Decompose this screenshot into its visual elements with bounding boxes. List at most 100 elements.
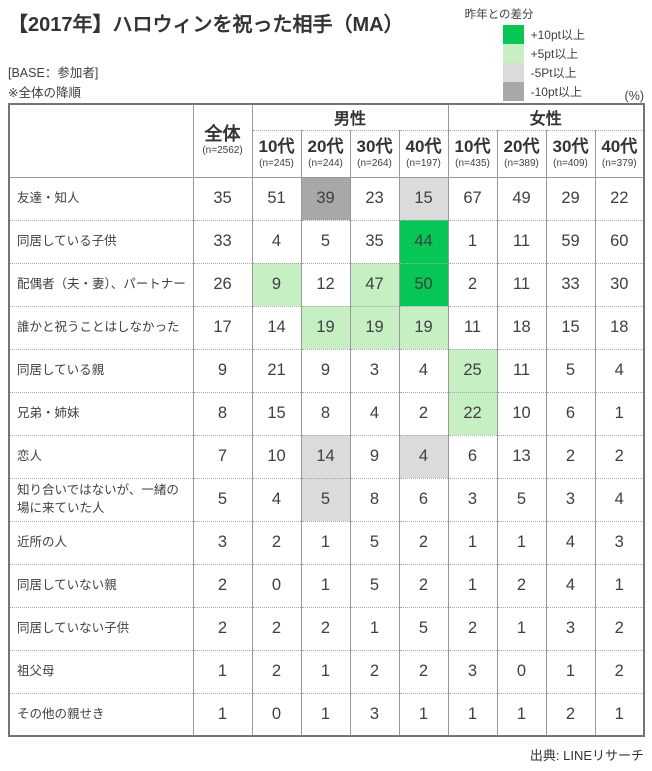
value-cell: 0 xyxy=(251,692,301,736)
value-cell: 15 xyxy=(251,391,301,435)
legend-swatch-icon xyxy=(502,82,524,101)
value-cell: 7 xyxy=(192,434,252,478)
value-cell: 8 xyxy=(192,391,252,435)
value-cell: 1 xyxy=(496,520,547,564)
value-cell: 3 xyxy=(447,649,498,693)
value-cell: 1 xyxy=(447,520,498,564)
value-cell: 5 xyxy=(349,520,399,564)
value-cell: 11 xyxy=(496,262,547,306)
value-cell: 2 xyxy=(496,563,547,607)
survey-table: 全体 (n=2562) 男性 女性 10代 (n=245) 20代 (n=244… xyxy=(8,103,646,737)
value-cell: 2 xyxy=(447,262,498,306)
row-label: 同居している親 xyxy=(8,348,193,392)
value-cell: 22 xyxy=(594,176,645,220)
legend-title: 昨年との差分 xyxy=(464,9,534,21)
value-cell: 10 xyxy=(251,434,301,478)
table-row: 誰かと祝うことはしなかった 17 14 19 19 19 11 18 15 18 xyxy=(8,305,645,349)
value-cell: 30 xyxy=(594,262,645,306)
value-cell: 10 xyxy=(496,391,547,435)
value-cell: 3 xyxy=(447,477,498,521)
value-cell: 29 xyxy=(545,176,596,220)
value-cell: 3 xyxy=(349,692,399,736)
value-cell: 0 xyxy=(496,649,547,693)
value-cell: 1 xyxy=(594,692,645,736)
value-cell: 5 xyxy=(300,477,350,521)
column-header-male-30s: 30代 (n=264) xyxy=(349,130,399,178)
table-row: 同居していない子供 2 2 2 1 5 2 1 3 2 xyxy=(8,606,645,650)
value-cell: 1 xyxy=(594,391,645,435)
column-group-male: 男性 xyxy=(251,104,449,131)
value-cell: 17 xyxy=(192,305,252,349)
value-cell: 1 xyxy=(300,563,350,607)
value-cell: 4 xyxy=(398,434,449,478)
legend-item: -5Pt以上 xyxy=(502,63,585,82)
value-cell: 2 xyxy=(594,649,645,693)
value-cell: 18 xyxy=(594,305,645,349)
legend-item-label: -10pt以上 xyxy=(530,85,582,99)
value-cell: 1 xyxy=(545,649,596,693)
value-cell: 49 xyxy=(496,176,547,220)
source-note: 出典: LINEリサーチ xyxy=(529,748,644,763)
value-cell: 22 xyxy=(447,391,498,435)
value-cell: 3 xyxy=(545,606,596,650)
value-cell: 4 xyxy=(545,563,596,607)
value-cell: 14 xyxy=(300,434,350,478)
value-cell: 5 xyxy=(300,219,350,263)
value-cell: 67 xyxy=(447,176,498,220)
value-cell: 1 xyxy=(300,520,350,564)
header-area: 【2017年】ハロウィンを祝った相手（MA） 昨年との差分 +10pt以上 +5p… xyxy=(8,6,644,103)
legend-item: +10pt以上 xyxy=(502,25,585,44)
value-cell: 21 xyxy=(251,348,301,392)
page: 【2017年】ハロウィンを祝った相手（MA） 昨年との差分 +10pt以上 +5p… xyxy=(8,0,646,764)
table-row: 祖父母 1 2 1 2 2 3 0 1 2 xyxy=(8,649,645,693)
legend-swatch-icon xyxy=(502,25,524,44)
table-row: 近所の人 3 2 1 5 2 1 1 4 3 xyxy=(8,520,645,564)
row-label: 知り合いではないが、一緒の場に来ていた人 xyxy=(8,477,193,521)
column-header-male-40s: 40代 (n=197) xyxy=(398,130,449,178)
column-header-male-20s: 20代 (n=244) xyxy=(300,130,350,178)
notes: [BASE：参加者] ※全体の降順 xyxy=(8,63,98,103)
value-cell: 19 xyxy=(300,305,350,349)
row-label: 祖父母 xyxy=(8,649,193,693)
overall-label: 全体 xyxy=(204,124,241,145)
value-cell: 3 xyxy=(594,520,645,564)
value-cell: 3 xyxy=(545,477,596,521)
value-cell: 2 xyxy=(192,563,252,607)
legend-swatch-icon xyxy=(502,44,524,63)
value-cell: 1 xyxy=(398,692,449,736)
row-label: 同居していない子供 xyxy=(8,606,193,650)
table-row: 同居している子供 33 4 5 35 44 1 11 59 60 xyxy=(8,219,645,263)
row-label: 誰かと祝うことはしなかった xyxy=(8,305,193,349)
value-cell: 4 xyxy=(594,348,645,392)
value-cell: 2 xyxy=(594,434,645,478)
value-cell: 39 xyxy=(300,176,350,220)
value-cell: 44 xyxy=(398,219,449,263)
legend-item-label: +5pt以上 xyxy=(530,47,579,61)
value-cell: 11 xyxy=(496,219,547,263)
value-cell: 2 xyxy=(192,606,252,650)
unit-note: (%) xyxy=(624,89,644,103)
column-header-overall: 全体 (n=2562) xyxy=(192,104,252,178)
value-cell: 2 xyxy=(300,606,350,650)
value-cell: 2 xyxy=(251,649,301,693)
value-cell: 14 xyxy=(251,305,301,349)
value-cell: 2 xyxy=(545,692,596,736)
column-header-female-20s: 20代 (n=389) xyxy=(496,130,547,178)
value-cell: 2 xyxy=(398,563,449,607)
value-cell: 25 xyxy=(447,348,498,392)
value-cell: 9 xyxy=(192,348,252,392)
table-row: 同居していない親 2 0 1 5 2 1 2 4 1 xyxy=(8,563,645,607)
value-cell: 4 xyxy=(349,391,399,435)
value-cell: 33 xyxy=(545,262,596,306)
value-cell: 2 xyxy=(349,649,399,693)
value-cell: 2 xyxy=(251,606,301,650)
value-cell: 1 xyxy=(300,649,350,693)
value-cell: 13 xyxy=(496,434,547,478)
value-cell: 6 xyxy=(447,434,498,478)
legend-item: -10pt以上 xyxy=(502,82,585,101)
value-cell: 4 xyxy=(398,348,449,392)
value-cell: 5 xyxy=(496,477,547,521)
value-cell: 4 xyxy=(545,520,596,564)
legend-item-label: -5Pt以上 xyxy=(530,66,577,80)
column-header-female-10s: 10代 (n=435) xyxy=(447,130,498,178)
